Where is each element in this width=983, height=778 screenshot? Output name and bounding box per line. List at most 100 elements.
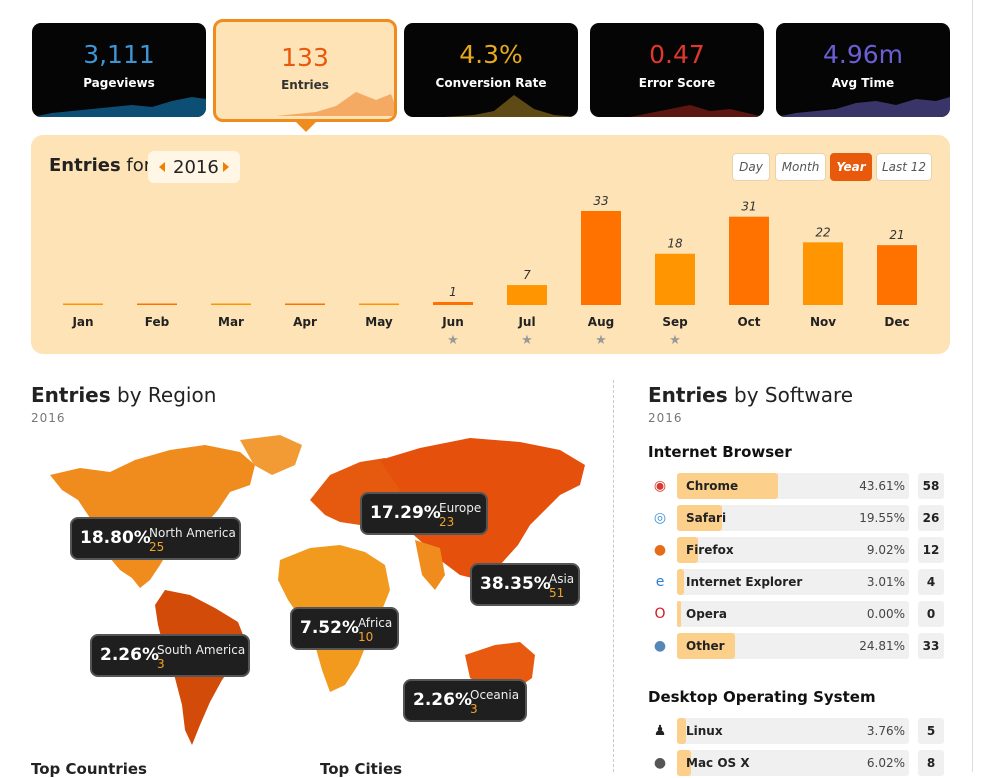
bar-sep[interactable]: [655, 253, 695, 305]
region-title-rest: by Region: [110, 383, 217, 407]
star-icon[interactable]: ★: [669, 333, 681, 348]
row-fill: [677, 601, 681, 627]
software-row-opera[interactable]: O Opera 0.00% 0: [648, 601, 944, 627]
south-asia-shape: [415, 540, 445, 590]
region-year: 2016: [31, 411, 66, 425]
row-percent: 19.55%: [859, 511, 905, 525]
star-icon[interactable]: ★: [447, 333, 459, 348]
software-row-internet-explorer[interactable]: e Internet Explorer 3.01% 4: [648, 569, 944, 595]
tooltip-percent: 18.80%: [80, 528, 151, 548]
row-fill: [677, 473, 779, 499]
metric-card-pageviews[interactable]: 3,111 Pageviews: [32, 23, 206, 117]
tooltip-region-name: North America: [149, 526, 236, 540]
row-name: Opera: [686, 607, 727, 621]
prev-year-icon[interactable]: [159, 162, 165, 172]
metric-card-conversion-rate[interactable]: 4.3% Conversion Rate: [404, 23, 578, 117]
period-last12-button[interactable]: Last 12: [876, 153, 932, 181]
section-divider: [613, 380, 614, 772]
star-icon[interactable]: ★: [595, 333, 607, 348]
active-pointer: [295, 121, 317, 132]
software-row-linux[interactable]: ♟ Linux 3.76% 5: [648, 718, 944, 744]
bar-mar[interactable]: [211, 303, 251, 306]
tooltip-region-name: Europe: [439, 501, 482, 515]
tooltip-region-name: Oceania: [470, 688, 520, 702]
top-countries-heading: Top Countries: [31, 760, 147, 778]
row-fill: [677, 569, 684, 595]
metric-value: 0.47: [649, 40, 705, 69]
top-cities-heading: Top Cities: [320, 760, 403, 778]
software-title-bold: Entries: [648, 383, 728, 407]
x-tick-label: May: [365, 315, 393, 329]
row-count: 8: [918, 750, 944, 776]
panel-title-rest: for: [120, 155, 152, 176]
x-tick-label: Jun: [441, 315, 464, 329]
software-year: 2016: [648, 411, 683, 425]
panel-title: Entries for: [49, 155, 151, 176]
linux-icon: ♟: [653, 723, 667, 739]
tooltip-percent: 2.26%: [413, 690, 472, 710]
sparkline: [32, 97, 206, 117]
bar-feb[interactable]: [137, 303, 177, 306]
firefox-icon: ●: [653, 542, 667, 558]
globe-icon: ●: [653, 638, 667, 654]
safari-icon: ◎: [653, 510, 667, 526]
next-year-icon[interactable]: [223, 162, 229, 172]
metric-value: 133: [281, 43, 329, 72]
tooltip-oceania: 2.26% Oceania 3: [403, 679, 527, 722]
row-percent: 9.02%: [866, 543, 905, 557]
x-tick-label: Jan: [71, 315, 93, 329]
period-year-button[interactable]: Year: [830, 153, 872, 181]
row-count: 58: [918, 473, 944, 499]
x-tick-label: Dec: [884, 315, 909, 329]
bar-dec[interactable]: [877, 245, 917, 305]
row-name: Chrome: [686, 479, 739, 493]
entries-bar-chart: Jan Feb Mar Apr May 1 Jun ★ 7 Jul ★ 33 Aug ★ 18 Sep ★ 31 O…: [63, 194, 917, 348]
bar-jun[interactable]: [433, 302, 473, 305]
bar-apr[interactable]: [285, 303, 325, 306]
x-tick-label: Feb: [145, 315, 170, 329]
tooltip-count: 3: [157, 657, 165, 671]
tooltip-europe: 17.29% Europe 23: [360, 492, 488, 535]
bar-value-label: 33: [593, 194, 608, 208]
software-title-rest: by Software: [727, 383, 854, 407]
row-fill: [677, 750, 691, 776]
bar-may[interactable]: [359, 303, 399, 306]
metric-label: Avg Time: [831, 76, 895, 90]
row-fill: [677, 537, 698, 563]
row-track: [677, 537, 909, 563]
metric-card-avg-time[interactable]: 4.96m Avg Time: [776, 23, 950, 117]
row-count: 12: [918, 537, 944, 563]
row-count: 33: [918, 633, 944, 659]
browser-group-title: Internet Browser: [648, 443, 792, 461]
software-row-other[interactable]: ● Other 24.81% 33: [648, 633, 944, 659]
metric-card-entries[interactable]: 133 Entries: [213, 19, 397, 132]
tooltip-region-name: Asia: [549, 572, 575, 586]
period-month-button[interactable]: Month: [775, 153, 826, 181]
row-percent: 3.76%: [866, 724, 905, 738]
chrome-icon: ◉: [653, 478, 667, 494]
bar-value-label: 22: [815, 225, 830, 239]
software-row-mac-os-x[interactable]: ● Mac OS X 6.02% 8: [648, 750, 944, 776]
software-row-chrome[interactable]: ◉ Chrome 43.61% 58: [648, 473, 944, 499]
software-row-firefox[interactable]: ● Firefox 9.02% 12: [648, 537, 944, 563]
bar-oct[interactable]: [729, 216, 769, 305]
tooltip-africa: 7.52% Africa 10: [290, 607, 399, 650]
x-tick-label: Jul: [517, 315, 535, 329]
x-tick-label: Apr: [293, 315, 317, 329]
year-selector[interactable]: 2016: [148, 151, 240, 183]
star-icon[interactable]: ★: [521, 333, 533, 348]
metric-label: Error Score: [638, 76, 716, 90]
bar-nov[interactable]: [803, 242, 843, 305]
bar-aug[interactable]: [581, 211, 621, 305]
bar-value-label: 7: [523, 268, 531, 282]
tooltip-count: 25: [149, 540, 165, 554]
bar-jul[interactable]: [507, 285, 547, 305]
row-name: Internet Explorer: [686, 575, 803, 589]
entries-panel: Entries for 2016 Day Month Year Last 12 …: [31, 135, 950, 354]
bar-jan[interactable]: [63, 303, 103, 306]
software-row-safari[interactable]: ◎ Safari 19.55% 26: [648, 505, 944, 531]
metric-card-error-score[interactable]: 0.47 Error Score: [590, 23, 764, 117]
period-day-button[interactable]: Day: [732, 153, 770, 181]
os-group-title: Desktop Operating System: [648, 688, 876, 706]
row-count: 5: [918, 718, 944, 744]
